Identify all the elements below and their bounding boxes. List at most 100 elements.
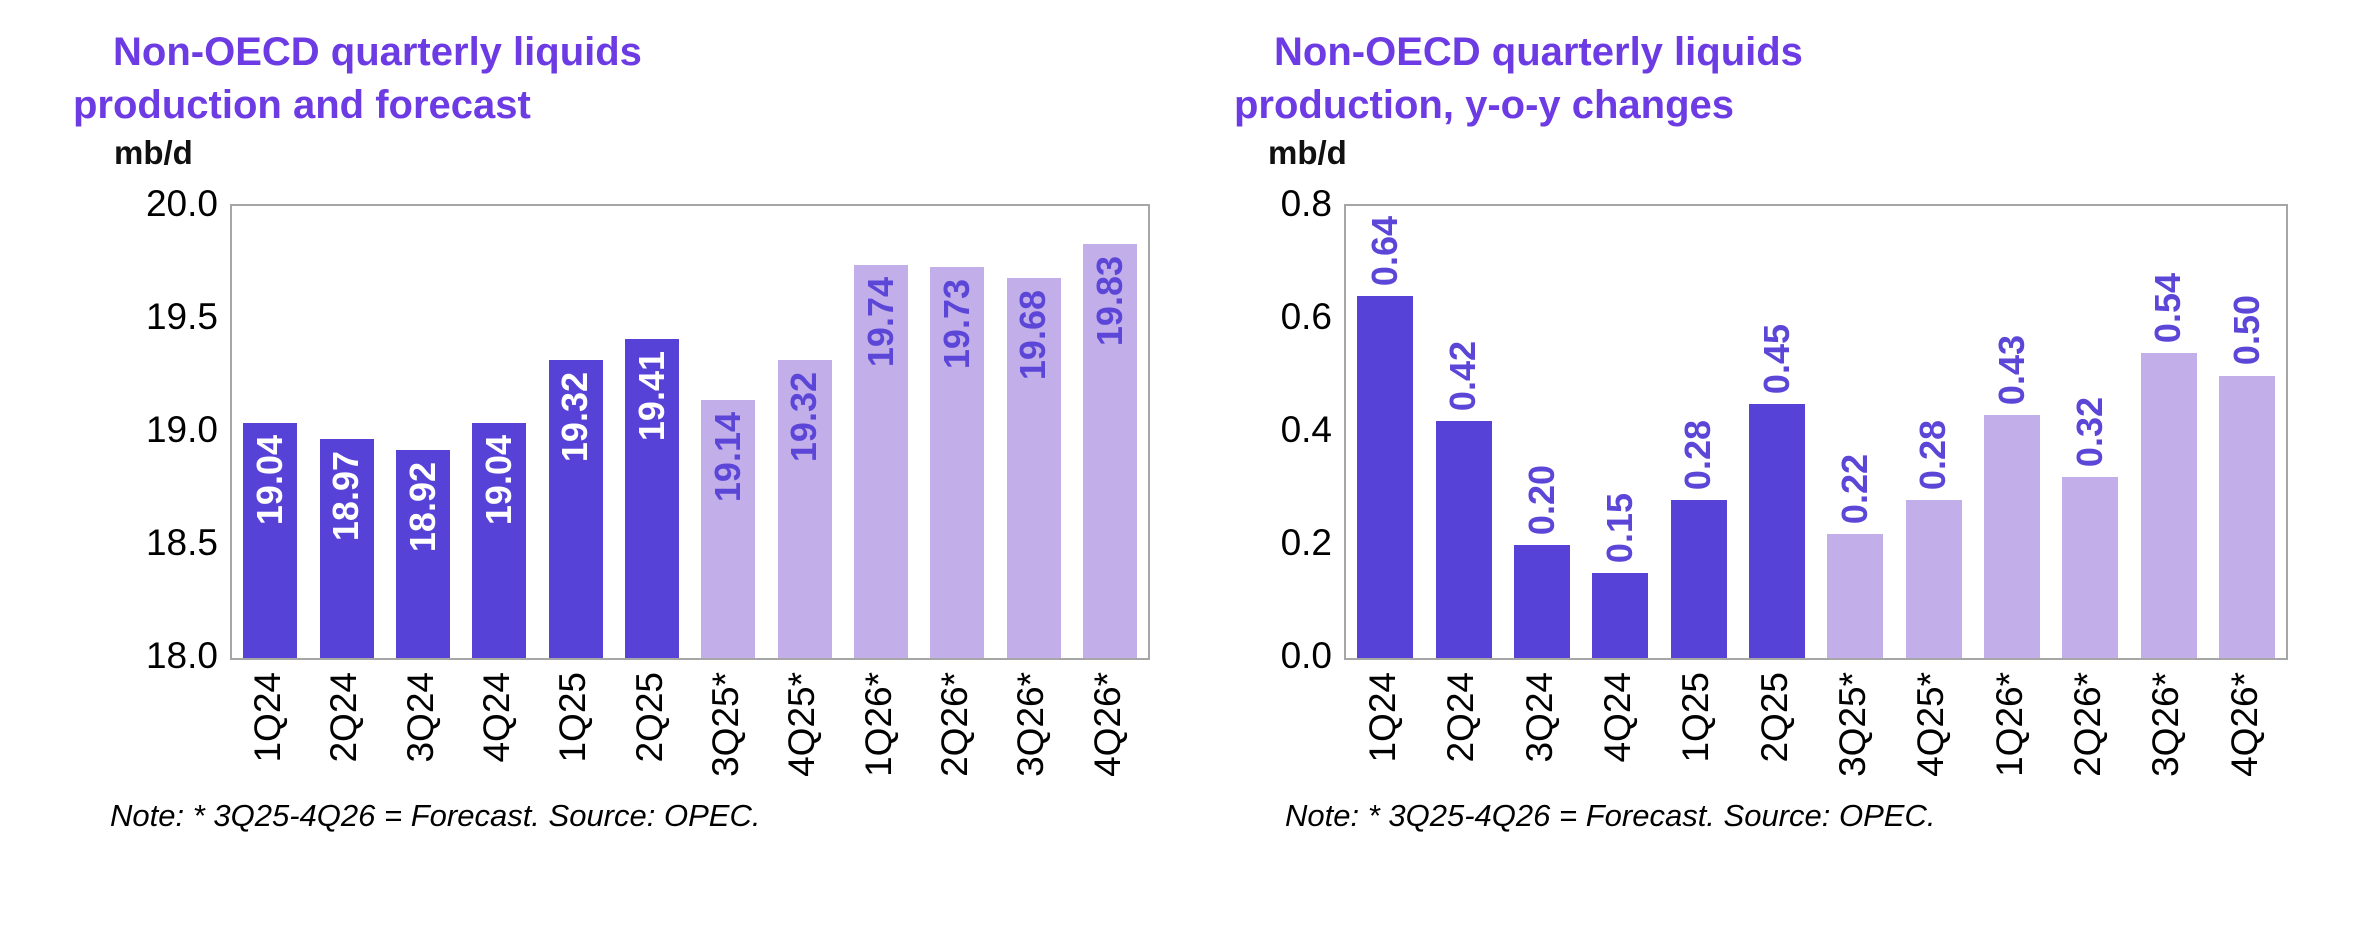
x-tick-label: 3Q25* (1832, 672, 1874, 777)
x-tick-cell: 4Q24 (459, 672, 535, 763)
y-tick-label: 0.4 (1280, 409, 1332, 450)
x-tick-label: 4Q26* (2223, 672, 2265, 777)
bar-forecast (2140, 352, 2197, 658)
x-tick-cell: 1Q24 (1344, 672, 1422, 763)
bar-value-label: 0.15 (1599, 493, 1641, 564)
x-tick-label: 2Q24 (1440, 672, 1482, 763)
y-tick-label: 20.0 (145, 183, 218, 224)
bar-value-label-wrap: 0.28 (1894, 420, 1972, 490)
x-tick-label: 1Q24 (247, 672, 289, 763)
x-tick-label: 1Q26* (857, 672, 899, 777)
plot-area: 19.04 18.97 18.92 19.04 19.32 19.41 19.14 19.32… (230, 204, 1150, 660)
x-tick-label: 3Q26* (1010, 672, 1052, 777)
bar-value-label: 0.50 (2225, 295, 2267, 366)
bar-value-label: 0.22 (1834, 453, 1876, 524)
x-tick-cell: 3Q26* (993, 672, 1069, 777)
bar-value-label-wrap: 0.32 (2051, 397, 2129, 467)
x-tick-cell: 4Q24 (1579, 672, 1657, 763)
x-tick-label: 3Q25* (705, 672, 747, 777)
y-axis-unit-label: mb/d (1268, 134, 1347, 171)
bar-forecast (2218, 375, 2275, 658)
y-axis: 20.0 19.5 19.0 18.5 18.0 (0, 183, 218, 676)
chart-panel-yoy-changes: Non-OECD quarterly liquids production, y… (1184, 0, 2368, 932)
x-tick-label: 4Q24 (476, 672, 518, 763)
x-tick-cell: 4Q26* (1070, 672, 1146, 777)
x-tick-label: 2Q24 (323, 672, 365, 763)
x-tick-cell: 4Q26* (2206, 672, 2284, 777)
bar-forecast (2062, 477, 2119, 658)
y-axis: 0.8 0.6 0.4 0.2 0.0 (1184, 183, 1332, 676)
x-tick-label: 1Q26* (1988, 672, 2030, 777)
x-tick-label: 2Q26* (934, 672, 976, 777)
bar-forecast (853, 264, 908, 658)
x-tick-cell: 2Q26* (917, 672, 993, 777)
bar-value-label-wrap: 0.45 (1738, 324, 1816, 394)
bar-forecast (701, 400, 756, 658)
plot-area: 0.64 0.42 0.20 0.15 0.28 0.45 0.22 0.28 0.43 0.32… (1344, 204, 2288, 660)
x-tick-cell: 2Q24 (306, 672, 382, 763)
bar-actual (243, 422, 298, 658)
x-tick-cell: 4Q25* (764, 672, 840, 777)
x-tick-cell: 1Q25 (535, 672, 611, 763)
x-tick-cell: 3Q25* (1814, 672, 1892, 777)
bar-value-label: 0.28 (1677, 419, 1719, 490)
bar-value-label-wrap: 0.54 (2129, 273, 2207, 343)
bar-forecast (1006, 278, 1061, 658)
bar-value-label-wrap: 0.15 (1581, 493, 1659, 563)
bar-value-label: 0.28 (1912, 419, 1954, 490)
x-tick-cell: 3Q24 (1501, 672, 1579, 763)
bar-actual (1513, 545, 1570, 658)
bar-actual (1357, 296, 1414, 658)
y-tick-label: 0.6 (1280, 296, 1332, 337)
bar-value-label-wrap: 0.64 (1346, 216, 1424, 286)
bar-actual (472, 422, 527, 658)
x-tick-label: 1Q24 (1362, 672, 1404, 763)
y-tick-label: 0.2 (1280, 522, 1332, 563)
x-tick-label: 3Q24 (399, 672, 441, 763)
x-tick-label: 3Q26* (2145, 672, 2187, 777)
chart-title: Non-OECD quarterly liquids production an… (73, 30, 642, 127)
x-tick-label: 2Q25 (1753, 672, 1795, 763)
bar-value-label: 0.43 (1990, 334, 2032, 406)
x-tick-cell: 2Q25 (612, 672, 688, 763)
x-tick-label: 2Q26* (2067, 672, 2109, 777)
x-tick-cell: 1Q25 (1657, 672, 1735, 763)
x-tick-label: 3Q24 (1518, 672, 1560, 763)
bar-value-label-wrap: 0.20 (1503, 465, 1581, 535)
x-tick-label: 4Q24 (1597, 672, 1639, 763)
bar-value-label-wrap: 0.50 (2208, 295, 2286, 365)
x-tick-cell: 2Q25 (1736, 672, 1814, 763)
bar-actual (319, 438, 374, 658)
x-tick-label: 4Q25* (1910, 672, 1952, 777)
note-text: Note: * 3Q25-4Q26 = Forecast. Source: OP… (1285, 798, 1936, 833)
x-tick-cell: 1Q26* (1971, 672, 2049, 777)
y-tick-label: 18.0 (145, 635, 218, 676)
y-tick-label: 19.5 (145, 296, 218, 337)
x-tick-cell: 2Q26* (2049, 672, 2127, 777)
bar-value-label-wrap: 0.28 (1659, 420, 1737, 490)
x-tick-cell: 4Q25* (1892, 672, 1970, 777)
bar-forecast (1082, 244, 1137, 658)
bar-value-label-wrap: 0.42 (1424, 341, 1502, 411)
y-tick-label: 19.0 (145, 409, 218, 450)
bar-forecast (1905, 499, 1962, 658)
bar-value-label-wrap: 0.22 (1816, 454, 1894, 524)
y-tick-label: 18.5 (145, 522, 218, 563)
bar-actual (1748, 403, 1805, 658)
bar-value-label: 0.54 (2147, 272, 2189, 343)
x-tick-cell: 2Q24 (1422, 672, 1500, 763)
x-tick-cell: 3Q24 (383, 672, 459, 763)
bar-value-label: 0.64 (1364, 216, 1406, 287)
y-tick-label: 0.8 (1280, 183, 1332, 224)
bar-forecast (930, 267, 985, 658)
x-tick-label: 4Q25* (781, 672, 823, 777)
bar-value-label: 0.42 (1442, 340, 1484, 411)
y-tick-label: 0.0 (1280, 635, 1332, 676)
chart-title: Non-OECD quarterly liquids production, y… (1234, 30, 1803, 127)
bar-actual (1435, 420, 1492, 658)
x-tick-cell: 1Q24 (230, 672, 306, 763)
bar-forecast (1827, 533, 1884, 658)
bar-actual (395, 450, 450, 658)
chart-panel-production: Non-OECD quarterly liquids production an… (0, 30, 1150, 833)
